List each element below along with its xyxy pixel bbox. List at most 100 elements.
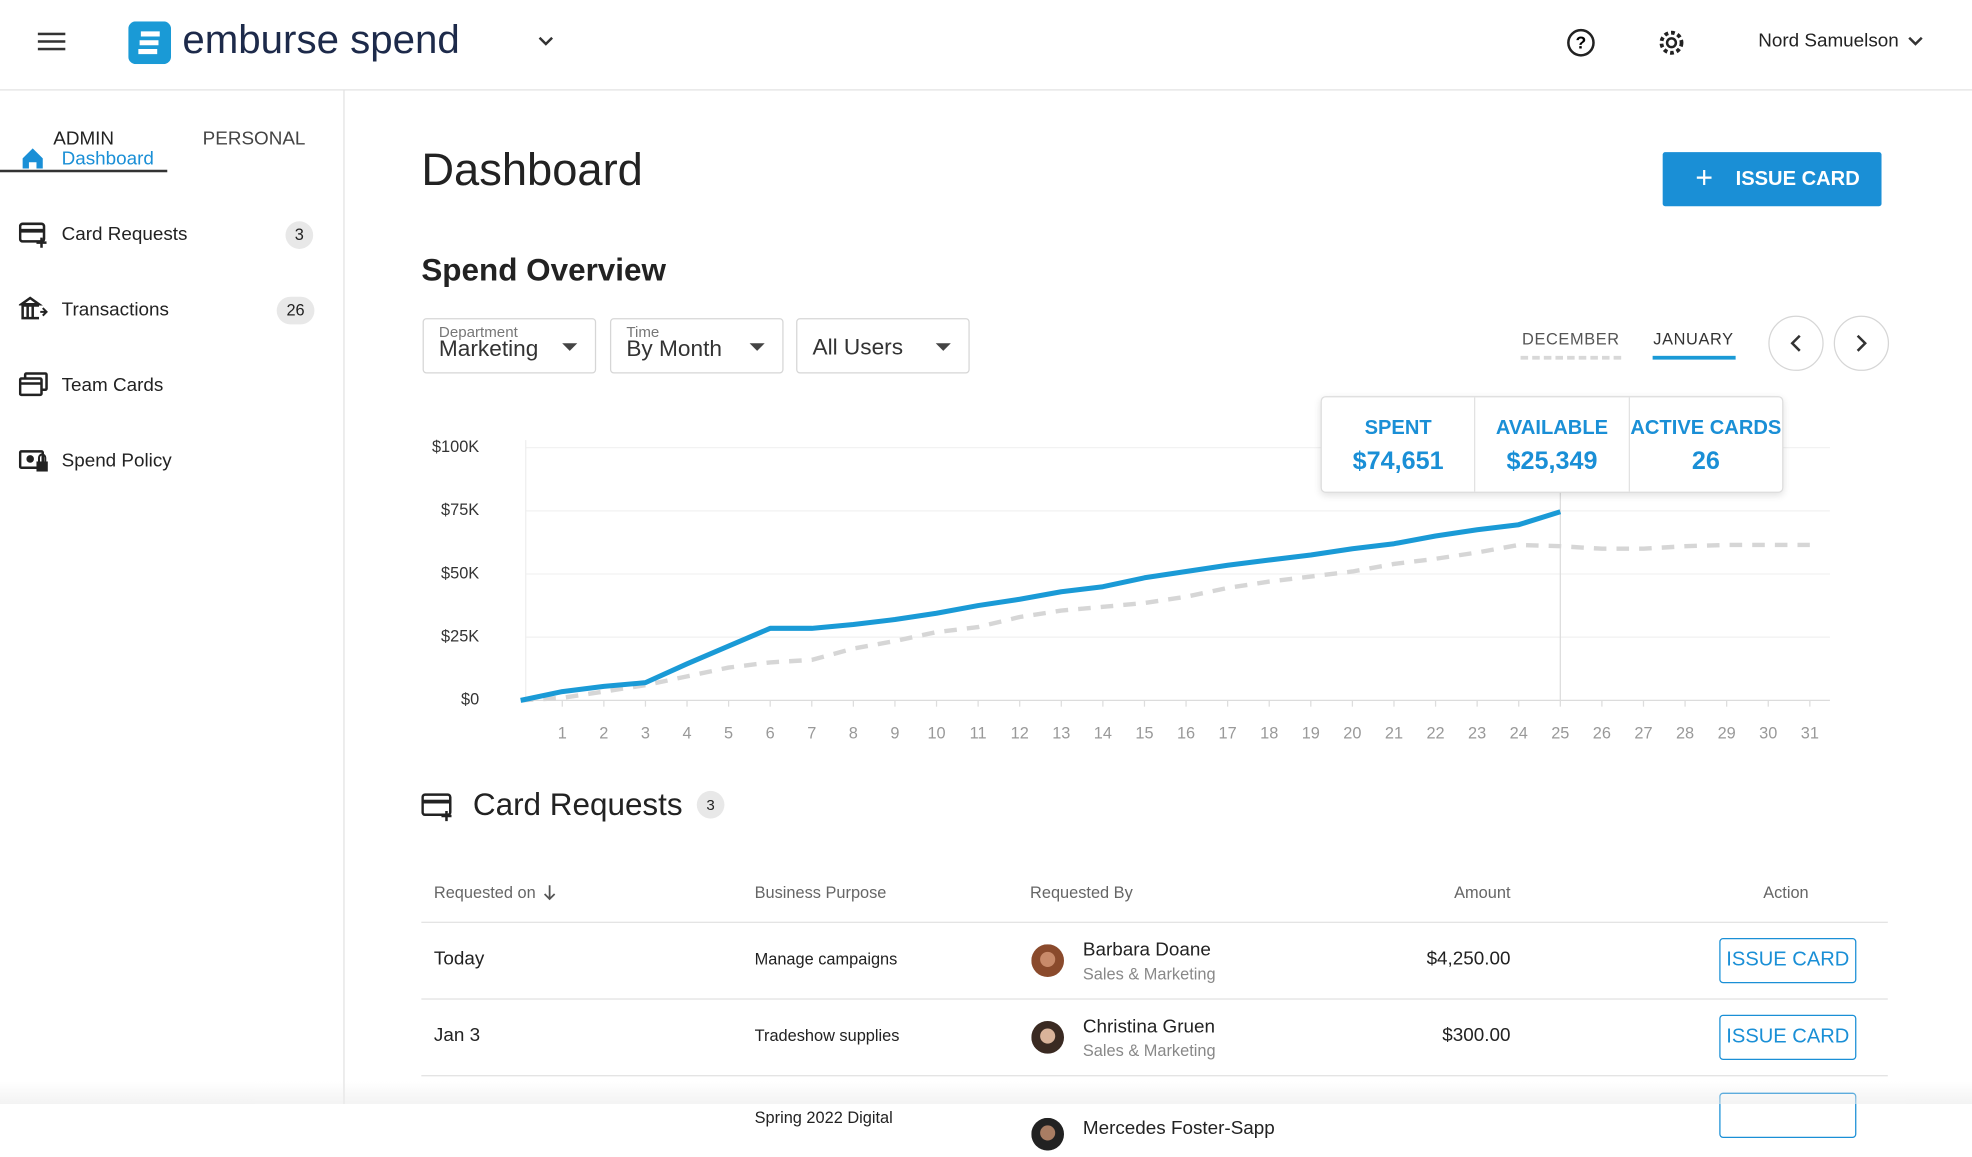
row-divider xyxy=(421,921,1888,923)
summary-cell: ACTIVE CARDS 26 xyxy=(1630,397,1783,491)
x-tick-label: 14 xyxy=(1094,725,1112,743)
series-line xyxy=(520,542,1810,703)
nav-label[interactable]: Transactions xyxy=(61,299,169,321)
x-tick-label: 3 xyxy=(641,725,650,743)
nav-icon xyxy=(18,220,49,250)
x-tick-label: 17 xyxy=(1219,725,1237,743)
month-legend xyxy=(1520,355,1622,360)
summary-value: 26 xyxy=(1691,447,1720,476)
logo-icon xyxy=(128,21,172,65)
x-tick-label: 1 xyxy=(558,725,567,743)
nav-badge: 26 xyxy=(276,296,315,325)
issue-card-button[interactable]: + ISSUE CARD xyxy=(1662,152,1882,207)
next-button[interactable] xyxy=(1833,315,1890,371)
cell-purpose: Manage campaigns xyxy=(754,949,898,969)
requester-dept: Sales & Marketing xyxy=(1082,964,1216,984)
filter-value: All Users xyxy=(812,334,904,360)
cell-date: Today xyxy=(433,948,485,970)
nav-icon xyxy=(18,371,49,401)
nav-icon xyxy=(18,446,49,476)
column-header: Amount xyxy=(1454,882,1511,902)
plus-icon: + xyxy=(1695,160,1714,195)
summary-label: AVAILABLE xyxy=(1495,417,1609,439)
brand: emburse spend xyxy=(182,16,460,62)
requests-count: 3 xyxy=(696,790,725,819)
month-tab[interactable]: JANUARY xyxy=(1653,329,1734,349)
x-tick-label: 23 xyxy=(1468,725,1486,743)
page-title: Dashboard xyxy=(421,143,643,195)
requester-name: Christina Gruen xyxy=(1082,1015,1215,1038)
settings-icon[interactable] xyxy=(1656,28,1686,58)
y-tick-label: $25K xyxy=(441,628,479,646)
y-tick-label: $0 xyxy=(461,691,479,709)
x-tick-label: 13 xyxy=(1052,725,1070,743)
x-tick-label: 11 xyxy=(970,725,987,743)
prev-button[interactable] xyxy=(1768,315,1824,371)
x-tick-label: 25 xyxy=(1551,725,1569,743)
x-tick-label: 10 xyxy=(927,725,945,743)
brand-menu[interactable] xyxy=(537,35,555,48)
summary-tooltip: SPENT $74,651 AVAILABLE $25,349 ACTIVE CAR… xyxy=(1320,396,1784,493)
column-header: Action xyxy=(1763,882,1809,902)
x-tick-label: 30 xyxy=(1759,725,1777,743)
x-tick-label: 20 xyxy=(1343,725,1361,743)
sidebar: ADMIN PERSONAL Dashboard Card Requests 3 Tr… xyxy=(0,90,345,1104)
x-tick-label: 12 xyxy=(1011,725,1029,743)
tab[interactable]: ADMIN xyxy=(53,128,115,150)
filter[interactable]: All Users xyxy=(796,318,970,374)
x-tick-label: 5 xyxy=(724,725,733,743)
summary-label: ACTIVE CARDS xyxy=(1630,417,1782,439)
nav-icon xyxy=(17,295,49,325)
x-tick-label: 6 xyxy=(766,725,775,743)
button-label: ISSUE CARD xyxy=(1735,168,1860,190)
requester-name: Mercedes Foster-Sapp xyxy=(1082,1117,1275,1140)
scroll-fade xyxy=(0,1081,1972,1104)
x-tick-label: 2 xyxy=(599,725,608,743)
summary-value: $25,349 xyxy=(1506,447,1598,476)
cell-date: Jan 3 xyxy=(433,1024,481,1047)
issue-card-action[interactable]: ISSUE CARD xyxy=(1719,1014,1857,1060)
svg-text:?: ? xyxy=(1576,33,1587,53)
nav-label[interactable]: Dashboard xyxy=(61,148,154,170)
filter-label: Time xyxy=(626,323,660,341)
tab[interactable]: PERSONAL xyxy=(202,128,306,150)
x-tick-label: 18 xyxy=(1260,725,1278,743)
section-title: Spend Overview xyxy=(421,252,666,288)
summary-value: $74,651 xyxy=(1352,447,1444,476)
user-menu[interactable] xyxy=(1907,35,1925,48)
cell-amount: $300.00 xyxy=(1442,1024,1511,1047)
nav-label[interactable]: Spend Policy xyxy=(61,450,172,472)
x-tick-label: 22 xyxy=(1426,725,1444,743)
menu-icon[interactable] xyxy=(37,30,66,53)
row-divider xyxy=(421,998,1888,1000)
month-tab[interactable]: DECEMBER xyxy=(1522,329,1620,349)
help-icon[interactable]: ? xyxy=(1566,28,1596,58)
nav-label[interactable]: Team Cards xyxy=(61,374,164,397)
avatar xyxy=(1031,1021,1065,1054)
column-header[interactable]: Requested on xyxy=(433,882,536,902)
x-tick-label: 26 xyxy=(1593,725,1611,743)
header: emburse spend ? Nord Samuelson xyxy=(0,0,1972,91)
cell-purpose: Spring 2022 Digital xyxy=(754,1107,893,1127)
nav-icon xyxy=(19,145,49,175)
avatar xyxy=(1031,1117,1065,1151)
x-tick-label: 9 xyxy=(890,725,899,743)
x-tick-label: 31 xyxy=(1801,725,1819,743)
column-header: Requested By xyxy=(1030,882,1133,902)
filter[interactable]: Department Marketing xyxy=(422,318,597,374)
y-tick-label: $50K xyxy=(441,564,479,582)
x-tick-label: 19 xyxy=(1302,725,1320,743)
issue-card-action[interactable]: ISSUE CARD xyxy=(1719,938,1857,984)
x-tick-label: 29 xyxy=(1718,725,1736,743)
nav-label[interactable]: Card Requests xyxy=(61,223,188,246)
x-tick-label: 4 xyxy=(682,725,691,743)
filter[interactable]: Time By Month xyxy=(609,318,784,374)
user-name[interactable]: Nord Samuelson xyxy=(1758,30,1899,52)
summary-cell: AVAILABLE $25,349 xyxy=(1476,397,1630,492)
avatar xyxy=(1031,944,1065,977)
x-tick-label: 27 xyxy=(1634,725,1652,743)
filter-value: Marketing xyxy=(438,335,539,361)
cell-purpose: Tradeshow supplies xyxy=(754,1026,900,1045)
